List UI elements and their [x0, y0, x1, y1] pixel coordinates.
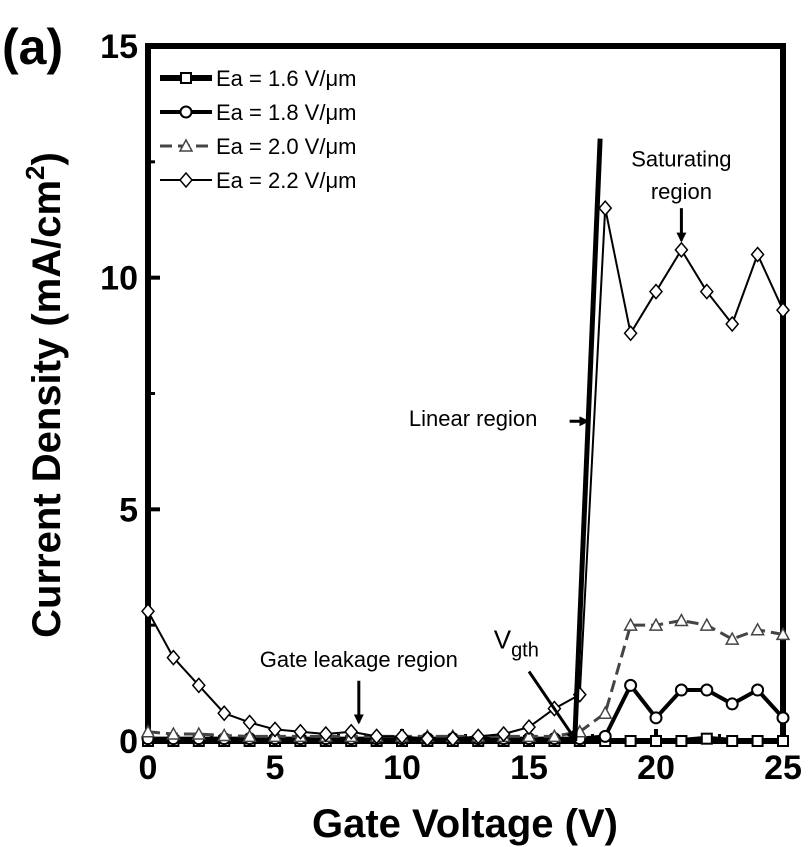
legend-entry: Ea = 2.0 V/μm [216, 134, 356, 159]
legend-entry: Ea = 1.8 V/μm [216, 100, 356, 125]
x-tick-label: 5 [266, 749, 285, 787]
data-point [724, 631, 740, 645]
data-point [726, 735, 739, 747]
data-point [674, 612, 689, 627]
data-point [191, 726, 207, 740]
data-point [597, 705, 613, 719]
legend: Ea = 1.6 V/μm Ea = 1.8 V/μm Ea = 2.0 V/μm E… [160, 66, 356, 193]
data-point [598, 729, 612, 743]
x-axis-title: Gate Voltage (V) [312, 802, 618, 846]
data-point [471, 728, 486, 745]
data-point [547, 728, 562, 743]
y-axis-title-tail: ) [25, 152, 69, 165]
data-point [420, 730, 435, 747]
data-point [598, 200, 613, 217]
data-point [217, 705, 232, 722]
data-point [750, 622, 765, 636]
data-point [344, 723, 359, 740]
data-point [776, 711, 790, 725]
data-point [674, 683, 688, 697]
series-line [148, 683, 785, 741]
series-3 [140, 612, 791, 743]
y-axis-title-sup: 2 [20, 165, 50, 179]
x-tick-label: 10 [383, 749, 421, 787]
data-point [751, 683, 765, 697]
legend-marker [180, 72, 192, 84]
data-point [699, 617, 715, 631]
data-point [166, 649, 181, 666]
data-point [674, 241, 689, 259]
series-line [147, 207, 784, 740]
x-tick-label: 0 [139, 749, 158, 787]
data-point [521, 728, 537, 743]
series-4 [141, 200, 790, 747]
annotation: region [651, 179, 712, 204]
y-tick-label: 5 [119, 491, 138, 529]
data-point [242, 728, 257, 743]
data-point [777, 735, 789, 747]
y-tick-label: 10 [100, 260, 138, 298]
data-point [623, 617, 638, 631]
annotation: Vgth [494, 624, 539, 661]
data-point [369, 728, 384, 745]
plot-area: 0 5 10 15 20 25 0 5 10 15 Ea = 1.6 V/μm Ea = 1.8 V/… [100, 28, 802, 787]
data-point [725, 315, 740, 333]
legend-marker [178, 138, 194, 152]
data-point [648, 617, 664, 631]
legend-entry: Ea = 1.6 V/μm [216, 66, 356, 91]
x-tick-label: 15 [510, 749, 548, 787]
annotation: Saturating [631, 146, 731, 171]
data-point [191, 677, 206, 694]
data-point [216, 727, 232, 742]
x-tick-label: 25 [764, 749, 802, 787]
data-point [775, 626, 791, 641]
data-point [445, 730, 460, 747]
data-point [140, 724, 156, 738]
data-point [624, 678, 638, 692]
legend-marker [179, 171, 193, 189]
data-point [166, 726, 181, 740]
data-point [624, 735, 637, 747]
y-tick-label: 15 [100, 28, 138, 66]
annotation-main: V [494, 624, 512, 654]
data-point [700, 732, 713, 745]
data-point [623, 325, 638, 342]
data-point [318, 725, 333, 743]
data-point [268, 721, 282, 738]
data-point [649, 711, 663, 725]
annotation: Gate leakage region [260, 647, 458, 672]
data-point [700, 683, 714, 697]
annotation: Linear region [409, 406, 537, 431]
series-line [147, 619, 784, 738]
linear-region-line [572, 138, 603, 742]
panel-label: (a) [2, 19, 63, 75]
data-point [750, 246, 765, 263]
y-axis-title-main: Current Density (mA/cm [25, 180, 69, 638]
data-point [650, 735, 662, 747]
data-point [699, 283, 714, 300]
data-point [395, 728, 409, 745]
data-point [293, 723, 308, 740]
data-point [649, 283, 663, 300]
data-point [675, 735, 688, 747]
annotation-sub: gth [511, 639, 539, 661]
y-tick-label: 0 [119, 723, 138, 761]
legend-entry: Ea = 2.2 V/μm [216, 168, 356, 193]
legend-marker [179, 105, 193, 119]
data-point [496, 725, 511, 743]
x-tick-label: 20 [637, 749, 675, 787]
y-axis-title: Current Density (mA/cm2) [20, 152, 69, 638]
data-point [751, 735, 764, 747]
annotation-arrow [527, 670, 576, 741]
data-point [141, 603, 155, 620]
data-point [242, 714, 257, 731]
data-point [522, 718, 536, 736]
data-point [776, 301, 790, 319]
data-point [725, 697, 739, 711]
